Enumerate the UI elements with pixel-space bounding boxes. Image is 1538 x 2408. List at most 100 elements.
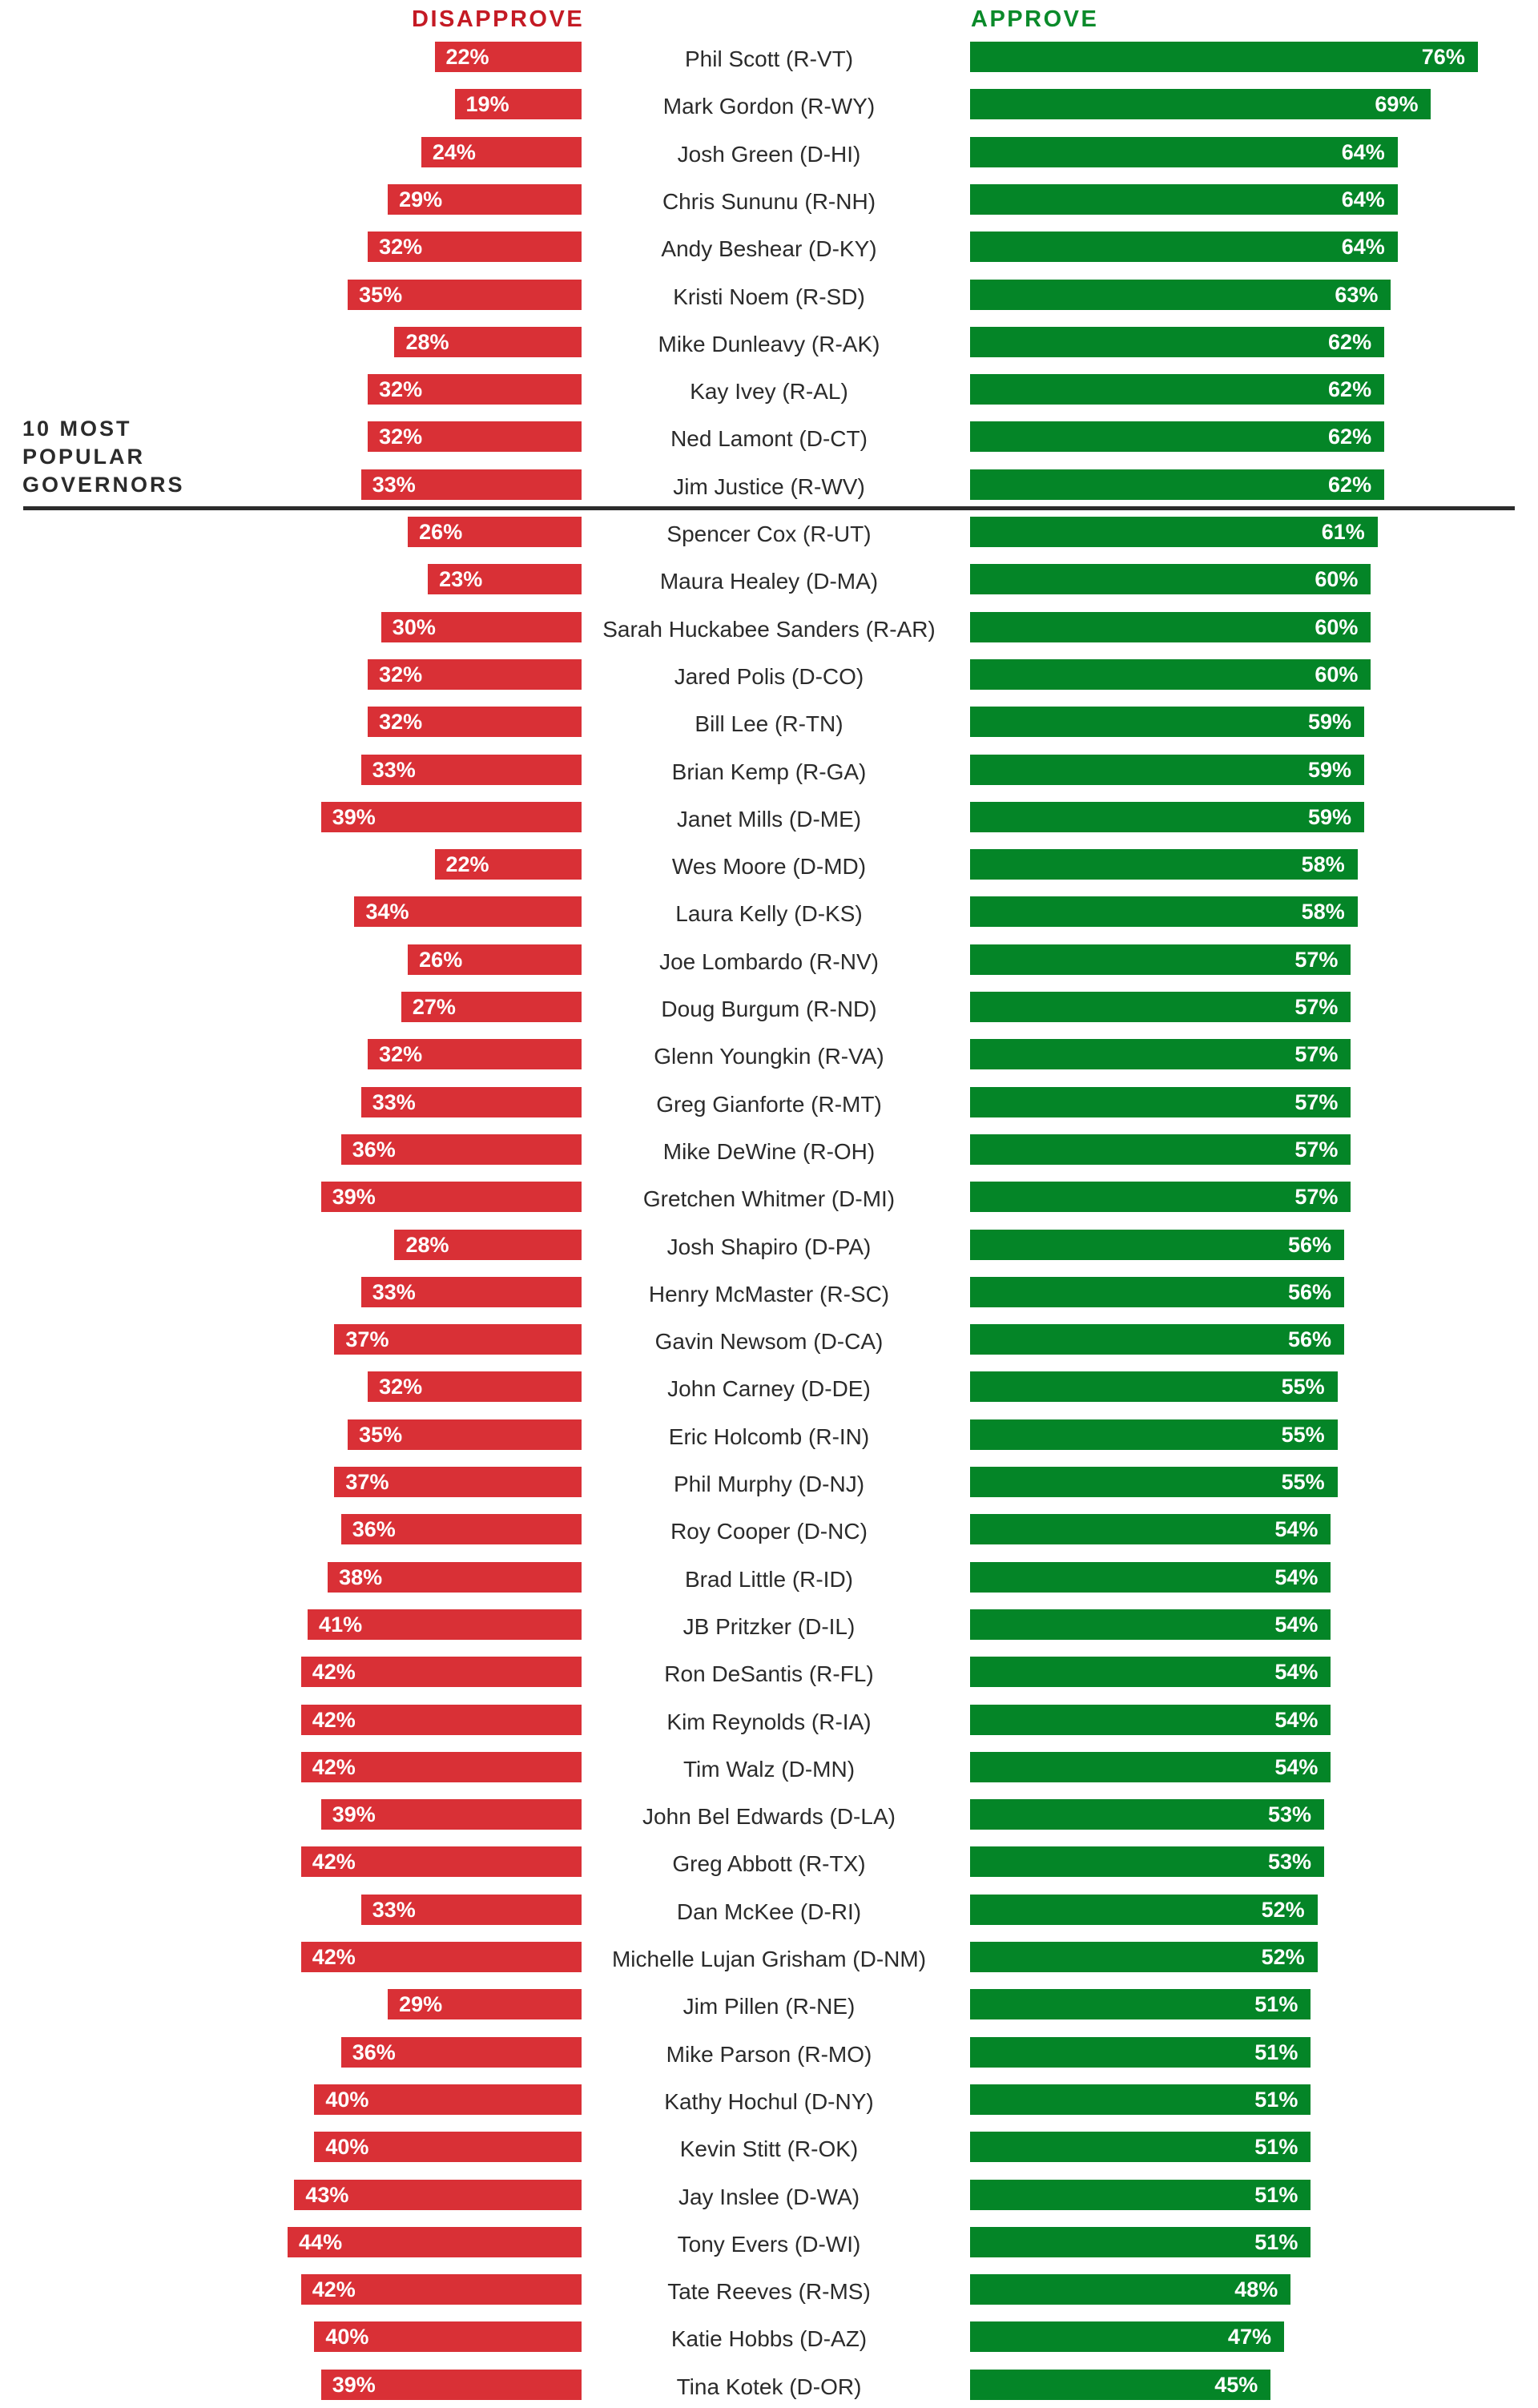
approve-value-label: 54% bbox=[1274, 1612, 1319, 1637]
chart-row: 42% Greg Abbott (R-TX) 53% bbox=[0, 1846, 1538, 1878]
approve-bar: 48% bbox=[970, 2274, 1291, 2305]
governor-name: John Carney (D-DE) bbox=[667, 1376, 871, 1402]
disapprove-value-label: 38% bbox=[339, 1564, 383, 1589]
approve-value-label: 59% bbox=[1308, 757, 1352, 782]
governor-name: Mike Parson (R-MO) bbox=[666, 2041, 872, 2067]
approve-value-label: 53% bbox=[1267, 1850, 1312, 1874]
disapprove-value-label: 35% bbox=[359, 282, 403, 307]
approve-bar: 51% bbox=[970, 2179, 1311, 2210]
approve-bar: 56% bbox=[970, 1324, 1345, 1355]
disapprove-value-label: 32% bbox=[379, 1375, 423, 1399]
approve-bar: 51% bbox=[970, 2084, 1311, 2115]
approve-bar: 54% bbox=[970, 1704, 1331, 1735]
approve-bar: 57% bbox=[970, 1182, 1351, 1213]
approve-bar: 47% bbox=[970, 2321, 1284, 2353]
disapprove-value-label: 40% bbox=[325, 2135, 369, 2160]
disapprove-value-label: 19% bbox=[465, 92, 509, 117]
top-ten-divider bbox=[23, 506, 1515, 510]
disapprove-value-label: 35% bbox=[359, 1422, 403, 1447]
disapprove-bar: 33% bbox=[360, 754, 582, 785]
approve-bar: 51% bbox=[970, 2226, 1311, 2257]
governor-name: Michelle Lujan Grisham (D-NM) bbox=[611, 1947, 927, 1971]
disapprove-bar: 44% bbox=[288, 2226, 582, 2257]
approve-value-label: 54% bbox=[1274, 1517, 1319, 1542]
chart-row: 22% Wes Moore (D-MD) 58% bbox=[0, 849, 1538, 881]
disapprove-bar: 40% bbox=[314, 2132, 582, 2163]
disapprove-value-label: 39% bbox=[332, 1802, 376, 1827]
governor-name: Eric Holcomb (R-IN) bbox=[668, 1423, 870, 1449]
approve-bar: 51% bbox=[970, 2036, 1311, 2068]
chart-row: 34% Laura Kelly (D-KS) 58% bbox=[0, 896, 1538, 928]
chart-row: 32% John Carney (D-DE) 55% bbox=[0, 1371, 1538, 1403]
governor-name: Tate Reeves (R-MS) bbox=[667, 2279, 871, 2305]
chart-row: 29% Jim Pillen (R-NE) 51% bbox=[0, 1989, 1538, 2021]
chart-row: 23% Maura Healey (D-MA) 60% bbox=[0, 564, 1538, 596]
disapprove-value-label: 27% bbox=[412, 995, 456, 1019]
disapprove-bar: 22% bbox=[434, 42, 582, 72]
chart-row: 30% Sarah Huckabee Sanders (R-AR) 60% bbox=[0, 611, 1538, 644]
disapprove-value-label: 42% bbox=[312, 1660, 356, 1685]
governor-name: Kathy Hochul (D-NY) bbox=[664, 2088, 874, 2114]
approve-bar: 56% bbox=[970, 1276, 1345, 1307]
governor-name: Gavin Newsom (D-CA) bbox=[654, 1329, 884, 1355]
approve-value-label: 62% bbox=[1328, 329, 1372, 354]
chart-row: 32% Ned Lamont (D-CT) 62% bbox=[0, 421, 1538, 453]
disapprove-bar: 36% bbox=[340, 1514, 582, 1545]
chart-row: 19% Mark Gordon (R-WY) 69% bbox=[0, 89, 1538, 121]
disapprove-value-label: 30% bbox=[392, 614, 436, 639]
chart-row: 32% Bill Lee (R-TN) 59% bbox=[0, 707, 1538, 739]
approve-value-label: 52% bbox=[1261, 1897, 1305, 1922]
disapprove-bar: 37% bbox=[334, 1467, 582, 1497]
disapprove-value-label: 26% bbox=[419, 520, 463, 544]
chart-row: 40% Katie Hobbs (D-AZ) 47% bbox=[0, 2321, 1538, 2354]
approve-bar: 64% bbox=[970, 232, 1398, 263]
governor-name: Ron DeSantis (R-FL) bbox=[664, 1661, 874, 1687]
disapprove-bar: 29% bbox=[388, 1989, 582, 2020]
approve-bar: 57% bbox=[970, 1086, 1351, 1117]
approve-bar: 62% bbox=[970, 469, 1385, 500]
approve-value-label: 51% bbox=[1254, 2040, 1298, 2064]
approve-bar: 57% bbox=[970, 992, 1351, 1022]
approve-value-label: 61% bbox=[1321, 520, 1365, 544]
approve-value-label: 51% bbox=[1254, 2135, 1298, 2160]
disapprove-bar: 32% bbox=[368, 1371, 582, 1403]
approve-value-label: 51% bbox=[1254, 2229, 1298, 2254]
governor-name: Brian Kemp (R-GA) bbox=[671, 759, 867, 784]
disapprove-value-label: 42% bbox=[312, 2277, 356, 2302]
disapprove-value-label: 42% bbox=[312, 1945, 356, 1969]
governor-name: Katie Hobbs (D-AZ) bbox=[670, 2326, 868, 2352]
approve-value-label: 58% bbox=[1301, 852, 1345, 877]
disapprove-bar: 33% bbox=[360, 1276, 582, 1307]
disapprove-value-label: 32% bbox=[379, 377, 423, 402]
chart-row: 42% Kim Reynolds (R-IA) 54% bbox=[0, 1704, 1538, 1737]
approve-value-label: 55% bbox=[1281, 1470, 1325, 1494]
disapprove-value-label: 39% bbox=[332, 804, 376, 829]
chart-row: 26% Spencer Cox (R-UT) 61% bbox=[0, 517, 1538, 549]
disapprove-bar: 22% bbox=[434, 849, 582, 880]
governor-name: Brad Little (R-ID) bbox=[684, 1566, 854, 1592]
governor-name: Josh Green (D-HI) bbox=[677, 141, 861, 167]
approve-bar: 54% bbox=[970, 1751, 1331, 1782]
disapprove-bar: 37% bbox=[334, 1324, 582, 1355]
group-label-line: GOVERNORS bbox=[22, 473, 185, 497]
approve-bar: 60% bbox=[970, 564, 1371, 595]
disapprove-bar: 26% bbox=[408, 517, 582, 547]
approve-value-label: 57% bbox=[1294, 947, 1339, 972]
approve-value-label: 54% bbox=[1274, 1564, 1319, 1589]
disapprove-value-label: 39% bbox=[332, 1185, 376, 1210]
disapprove-bar: 42% bbox=[300, 1846, 582, 1878]
approve-value-label: 51% bbox=[1254, 1992, 1298, 2017]
approve-bar: 54% bbox=[970, 1561, 1331, 1593]
chart-row: 29% Chris Sununu (R-NH) 64% bbox=[0, 183, 1538, 216]
chart-row: 40% Kathy Hochul (D-NY) 51% bbox=[0, 2084, 1538, 2116]
governor-name: Laura Kelly (D-KS) bbox=[675, 901, 863, 927]
approve-bar: 69% bbox=[970, 89, 1431, 120]
governor-name: Mike DeWine (R-OH) bbox=[662, 1138, 876, 1164]
approve-bar: 62% bbox=[970, 421, 1385, 453]
disapprove-bar: 38% bbox=[328, 1561, 582, 1593]
approve-bar: 45% bbox=[970, 2369, 1271, 2400]
disapprove-bar: 42% bbox=[300, 2274, 582, 2305]
chart-row: 36% Mike DeWine (R-OH) 57% bbox=[0, 1134, 1538, 1166]
chart-row: 41% JB Pritzker (D-IL) 54% bbox=[0, 1609, 1538, 1641]
governor-name: Greg Abbott (R-TX) bbox=[672, 1851, 866, 1877]
